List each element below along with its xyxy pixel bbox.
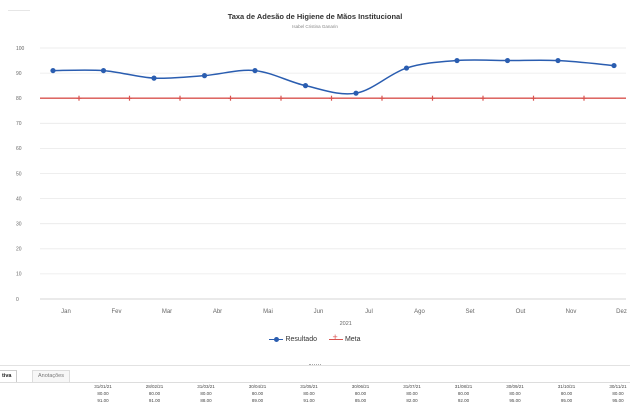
resultado-point xyxy=(151,75,157,81)
table-date-cell: 31/05/21 xyxy=(300,384,318,389)
y-tick-label: 30 xyxy=(16,222,22,228)
table-row: 91.00 91.00 88.00 89.00 91.00 85.00 82.00 92.00… xyxy=(0,398,630,404)
y-tick-label: 70 xyxy=(16,121,22,127)
table-date-cell: 31/08/21 xyxy=(454,384,473,389)
table-result-cell: 92.00 xyxy=(457,398,470,403)
y-tick-label: 0 xyxy=(16,297,19,303)
y-tick-label: 60 xyxy=(16,146,22,152)
table-date-cell: 30/04/21 xyxy=(248,384,267,389)
table-result-cell: 91.00 xyxy=(97,398,109,403)
table-date-cell: 30/11/21 xyxy=(609,384,627,389)
resultado-point xyxy=(201,73,208,79)
table-date-cell: 31/10/21 xyxy=(557,384,576,389)
table-meta-cell: 80.00 xyxy=(612,391,624,396)
y-tick-label: 90 xyxy=(16,71,22,77)
table-meta-cell: 80.00 xyxy=(354,391,367,396)
resultado-point xyxy=(353,90,359,96)
table-date-cell: 31/07/21 xyxy=(403,384,421,389)
table-meta-cell: 80.00 xyxy=(406,391,418,396)
table-meta-cell: 80.00 xyxy=(303,391,315,396)
table-result-cell: 95.00 xyxy=(560,398,573,403)
chart-subtitle: Isabel Cristina Ganarin xyxy=(292,24,338,29)
x-axis-label: 2021 xyxy=(340,321,352,327)
x-tick-label: Mai xyxy=(263,309,273,315)
resultado-point xyxy=(611,62,617,69)
x-tick-label: Ago xyxy=(414,309,425,315)
resultado-point xyxy=(504,57,511,64)
table-result-cell: 89.00 xyxy=(251,398,264,403)
y-tick-label: 20 xyxy=(16,247,22,253)
y-tick-label: 100 xyxy=(16,46,25,52)
x-tick-label: Out xyxy=(516,309,526,315)
table-result-cell: 91.00 xyxy=(303,398,315,403)
legend-swatch-resultado xyxy=(269,336,284,342)
table-meta-cell: 80.00 xyxy=(509,391,521,396)
y-tick-label: 10 xyxy=(16,272,22,278)
legend-label-meta: Meta xyxy=(344,336,361,343)
x-tick-label: Jan xyxy=(61,309,71,315)
legend-item-resultado[interactable]: Resultado xyxy=(269,336,317,343)
y-tick-label: 80 xyxy=(16,96,22,102)
x-tick-label: Nov xyxy=(566,309,577,315)
resultado-point xyxy=(302,83,309,89)
line-chart: 0 10 20 30 40 50 60 70 80 90 100 Jan Fev Mar Abr Mai Jun… xyxy=(16,46,627,327)
table-result-cell: 91.00 xyxy=(148,398,161,403)
tab-anotacoes[interactable]: Anotações xyxy=(32,370,70,382)
series-line-resultado xyxy=(52,59,615,95)
table-row: 80.00 80.00 80.00 80.00 80.00 80.00 80.00 80.00… xyxy=(0,391,630,397)
resultado-point xyxy=(454,57,460,64)
y-tick-label: 40 xyxy=(16,196,22,202)
x-tick-label: Fev xyxy=(111,309,121,315)
resultado-point xyxy=(555,57,561,64)
panel-splitter[interactable] xyxy=(0,365,630,366)
bottom-tabs: tiva Anotações xyxy=(0,370,630,383)
y-tick-label: 50 xyxy=(16,171,22,177)
table-date-cell: 31/01/21 xyxy=(94,384,112,389)
table-date-cell: 28/02/21 xyxy=(145,384,164,389)
x-tick-label: Abr xyxy=(213,309,222,315)
legend-label-resultado: Resultado xyxy=(285,336,317,343)
x-tick-label: Jul xyxy=(365,309,373,315)
table-date-cell: 31/03/21 xyxy=(197,384,215,389)
table-row: 31/01/21 28/02/21 31/03/21 30/04/21 31/05/21… xyxy=(0,384,630,390)
table-result-cell: 82.00 xyxy=(406,398,418,403)
table-result-cell: 95.00 xyxy=(612,398,624,403)
chart-title: Taxa de Adesão de Higiene de Mãos Instit… xyxy=(227,12,403,21)
x-tick-label: Jun xyxy=(314,309,324,315)
x-tick-label: Mar xyxy=(162,309,172,315)
resultado-point xyxy=(50,67,56,74)
table-result-cell: 85.00 xyxy=(354,398,367,403)
chart-legend: Resultado + Meta xyxy=(0,333,630,343)
table-result-cell: 88.00 xyxy=(200,398,212,403)
splitter-grip[interactable] xyxy=(309,364,321,367)
resultado-point xyxy=(252,67,258,74)
x-tick-label: Set xyxy=(465,309,474,315)
table-result-cell: 95.00 xyxy=(509,398,521,403)
x-tick-label: Dez xyxy=(616,309,627,315)
table-meta-cell: 80.00 xyxy=(200,391,212,396)
legend-swatch-meta: + xyxy=(328,333,343,342)
table-meta-cell: 80.00 xyxy=(148,391,161,396)
table-meta-cell: 80.00 xyxy=(457,391,470,396)
chart-panel: Taxa de Adesão de Higiene de Mãos Instit… xyxy=(0,12,630,343)
resultado-point xyxy=(100,67,107,74)
table-date-cell: 30/09/21 xyxy=(506,384,524,389)
resultado-point xyxy=(403,65,410,71)
table-meta-cell: 80.00 xyxy=(251,391,264,396)
top-tab[interactable] xyxy=(8,0,30,11)
table-date-cell: 30/06/21 xyxy=(351,384,370,389)
table-meta-cell: 80.00 xyxy=(97,391,109,396)
table-meta-cell: 80.00 xyxy=(560,391,573,396)
legend-item-meta[interactable]: + Meta xyxy=(328,333,361,343)
tab-tiva[interactable]: tiva xyxy=(0,370,18,382)
